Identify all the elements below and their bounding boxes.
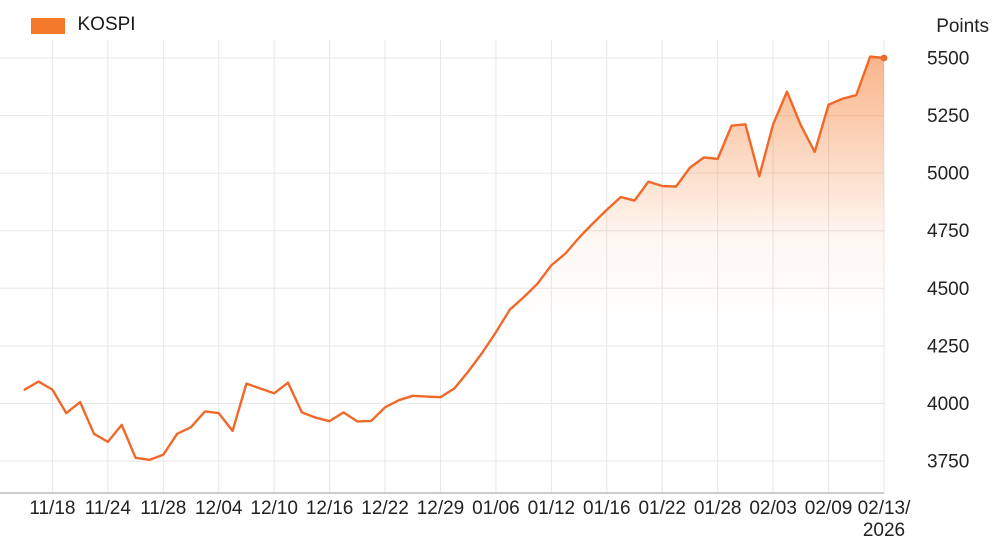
svg-text:02/13/: 02/13/ (858, 498, 912, 519)
svg-text:11/28: 11/28 (140, 498, 186, 519)
svg-text:12/04: 12/04 (195, 498, 243, 519)
svg-text:5000: 5000 (927, 164, 969, 185)
svg-text:11/24: 11/24 (85, 498, 132, 519)
svg-text:12/10: 12/10 (250, 498, 298, 519)
svg-text:2026: 2026 (863, 520, 905, 541)
svg-text:11/18: 11/18 (29, 498, 75, 519)
svg-text:02/03: 02/03 (749, 498, 797, 519)
svg-text:4500: 4500 (927, 279, 969, 300)
svg-text:01/22: 01/22 (638, 498, 686, 519)
svg-text:01/16: 01/16 (583, 498, 631, 519)
svg-text:12/29: 12/29 (417, 498, 465, 519)
svg-text:4750: 4750 (927, 221, 969, 242)
svg-text:01/28: 01/28 (694, 498, 742, 519)
svg-text:02/09: 02/09 (805, 498, 853, 519)
svg-text:4000: 4000 (927, 394, 969, 415)
svg-text:01/06: 01/06 (472, 498, 520, 519)
svg-text:4250: 4250 (927, 336, 969, 357)
svg-text:5500: 5500 (927, 49, 969, 70)
svg-text:12/16: 12/16 (306, 498, 354, 519)
svg-text:01/12: 01/12 (528, 498, 576, 519)
svg-text:12/22: 12/22 (361, 498, 409, 519)
svg-text:5250: 5250 (927, 106, 969, 127)
svg-text:3750: 3750 (927, 452, 969, 473)
